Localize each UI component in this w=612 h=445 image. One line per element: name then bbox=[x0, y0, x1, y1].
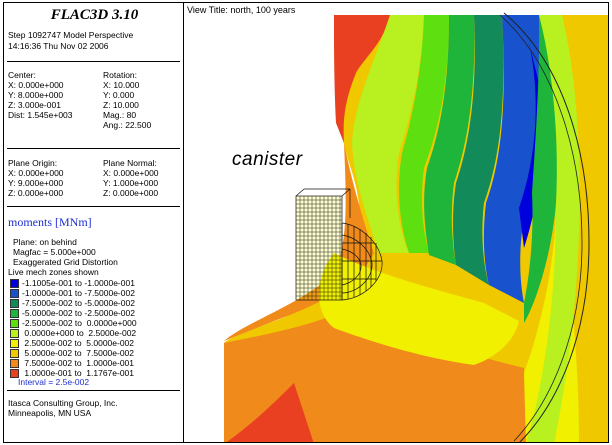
zone-floor-yellow bbox=[319, 253, 519, 365]
legend-label: 5.0000e-002 to 7.5000e-002 bbox=[22, 348, 135, 358]
center-dist: Dist: 1.545e+003 bbox=[8, 110, 73, 120]
legend-label: 0.0000e+000 to 2.5000e-002 bbox=[22, 328, 137, 338]
section-outline bbox=[503, 12, 590, 442]
zone-rim-green bbox=[524, 15, 559, 323]
rotation-ang: Ang.: 22.500 bbox=[103, 120, 152, 130]
legend-label: -1.1005e-001 to -1.0000e-001 bbox=[22, 278, 135, 288]
plane-origin-y: Y: 9.000e+000 bbox=[8, 178, 64, 188]
plane-normal-x: X: 0.000e+000 bbox=[103, 168, 159, 178]
legend-swatch bbox=[10, 298, 19, 308]
legend-label: 7.5000e-002 to 1.0000e-001 bbox=[22, 358, 135, 368]
zone-orange-left-top bbox=[334, 15, 390, 143]
divider bbox=[7, 390, 180, 391]
model-viewport[interactable]: View Title: north, 100 years bbox=[184, 2, 609, 443]
exaggerated-text: Exaggerated Grid Distortion bbox=[13, 257, 118, 267]
zone-rim-lime bbox=[526, 15, 580, 442]
legend-swatch bbox=[10, 318, 19, 328]
interval-text: Interval = 2.5e-002 bbox=[18, 377, 90, 387]
rotation-z: Z: 10.000 bbox=[103, 100, 139, 110]
rotation-mag: Mag.: 80 bbox=[103, 110, 137, 120]
plane-origin-x: X: 0.000e+000 bbox=[8, 168, 64, 178]
plane-origin-z: Z: 0.000e+000 bbox=[8, 188, 64, 198]
step-info: Step 1092747 Model Perspective bbox=[8, 30, 134, 40]
center-y: Y: 8.000e+000 bbox=[8, 90, 64, 100]
zone-blue-light bbox=[483, 15, 542, 303]
divider bbox=[7, 148, 180, 149]
section-outline-inner bbox=[499, 14, 583, 442]
center-x: X: 0.000e+000 bbox=[8, 80, 64, 90]
magfac-text: Magfac = 5.000e+000 bbox=[13, 247, 96, 257]
zone-floor-red bbox=[226, 383, 314, 442]
zone-green-dark bbox=[424, 15, 475, 265]
plane-origin-label: Plane Origin: bbox=[8, 158, 58, 168]
center-label: Center: bbox=[8, 70, 36, 80]
view-title: View Title: north, 100 years bbox=[187, 5, 296, 15]
legend-swatch bbox=[10, 278, 19, 288]
legend-label: 2.5000e-002 to 5.0000e-002 bbox=[22, 338, 135, 348]
app-title: FLAC3D 3.10 bbox=[50, 7, 139, 23]
legend-swatch bbox=[10, 338, 19, 348]
divider bbox=[7, 206, 180, 207]
plane-on-text: Plane: on behind bbox=[13, 237, 77, 247]
legend-swatch bbox=[10, 348, 19, 358]
location-text: Minneapolis, MN USA bbox=[8, 408, 92, 418]
model-render bbox=[224, 12, 608, 442]
plane-normal-y: Y: 1.000e+000 bbox=[103, 178, 159, 188]
zone-green bbox=[398, 15, 449, 253]
rotation-x: X: 10.000 bbox=[103, 80, 140, 90]
legend-swatch bbox=[10, 328, 19, 338]
legend-label: -2.5000e-002 to 0.0000e+000 bbox=[22, 318, 137, 328]
timestamp: 14:16:36 Thu Nov 02 2006 bbox=[8, 41, 109, 51]
legend-label: -5.0000e-002 to -2.5000e-002 bbox=[22, 308, 135, 318]
legend-label: -1.0000e-001 to -7.5000e-002 bbox=[22, 288, 135, 298]
legend-swatch bbox=[10, 288, 19, 298]
legend-swatch bbox=[10, 368, 19, 378]
canister-annotation: canister bbox=[232, 149, 303, 170]
plane-normal-label: Plane Normal: bbox=[103, 158, 157, 168]
legend-swatch bbox=[10, 358, 19, 368]
canister-grid bbox=[296, 196, 342, 300]
legend-label: -7.5000e-002 to -5.0000e-002 bbox=[22, 298, 135, 308]
rotation-y: Y: 0.000 bbox=[103, 90, 135, 100]
company-text: Itasca Consulting Group, Inc. bbox=[8, 398, 118, 408]
plane-normal-z: Z: 0.000e+000 bbox=[103, 188, 159, 198]
rotation-label: Rotation: bbox=[103, 70, 138, 80]
moments-title: moments [MNm] bbox=[8, 215, 92, 229]
center-z: Z: 3.000e-001 bbox=[8, 100, 61, 110]
legend-swatch bbox=[10, 308, 19, 318]
zone-green-light bbox=[352, 15, 424, 253]
info-panel: FLAC3D 3.10 Step 1092747 Model Perspecti… bbox=[3, 2, 184, 443]
zone-teal bbox=[453, 15, 504, 285]
legend-label: 1.0000e-001 to 1.1767e-001 bbox=[22, 368, 135, 378]
divider bbox=[7, 61, 180, 62]
live-mech-text: Live mech zones shown bbox=[8, 267, 99, 277]
